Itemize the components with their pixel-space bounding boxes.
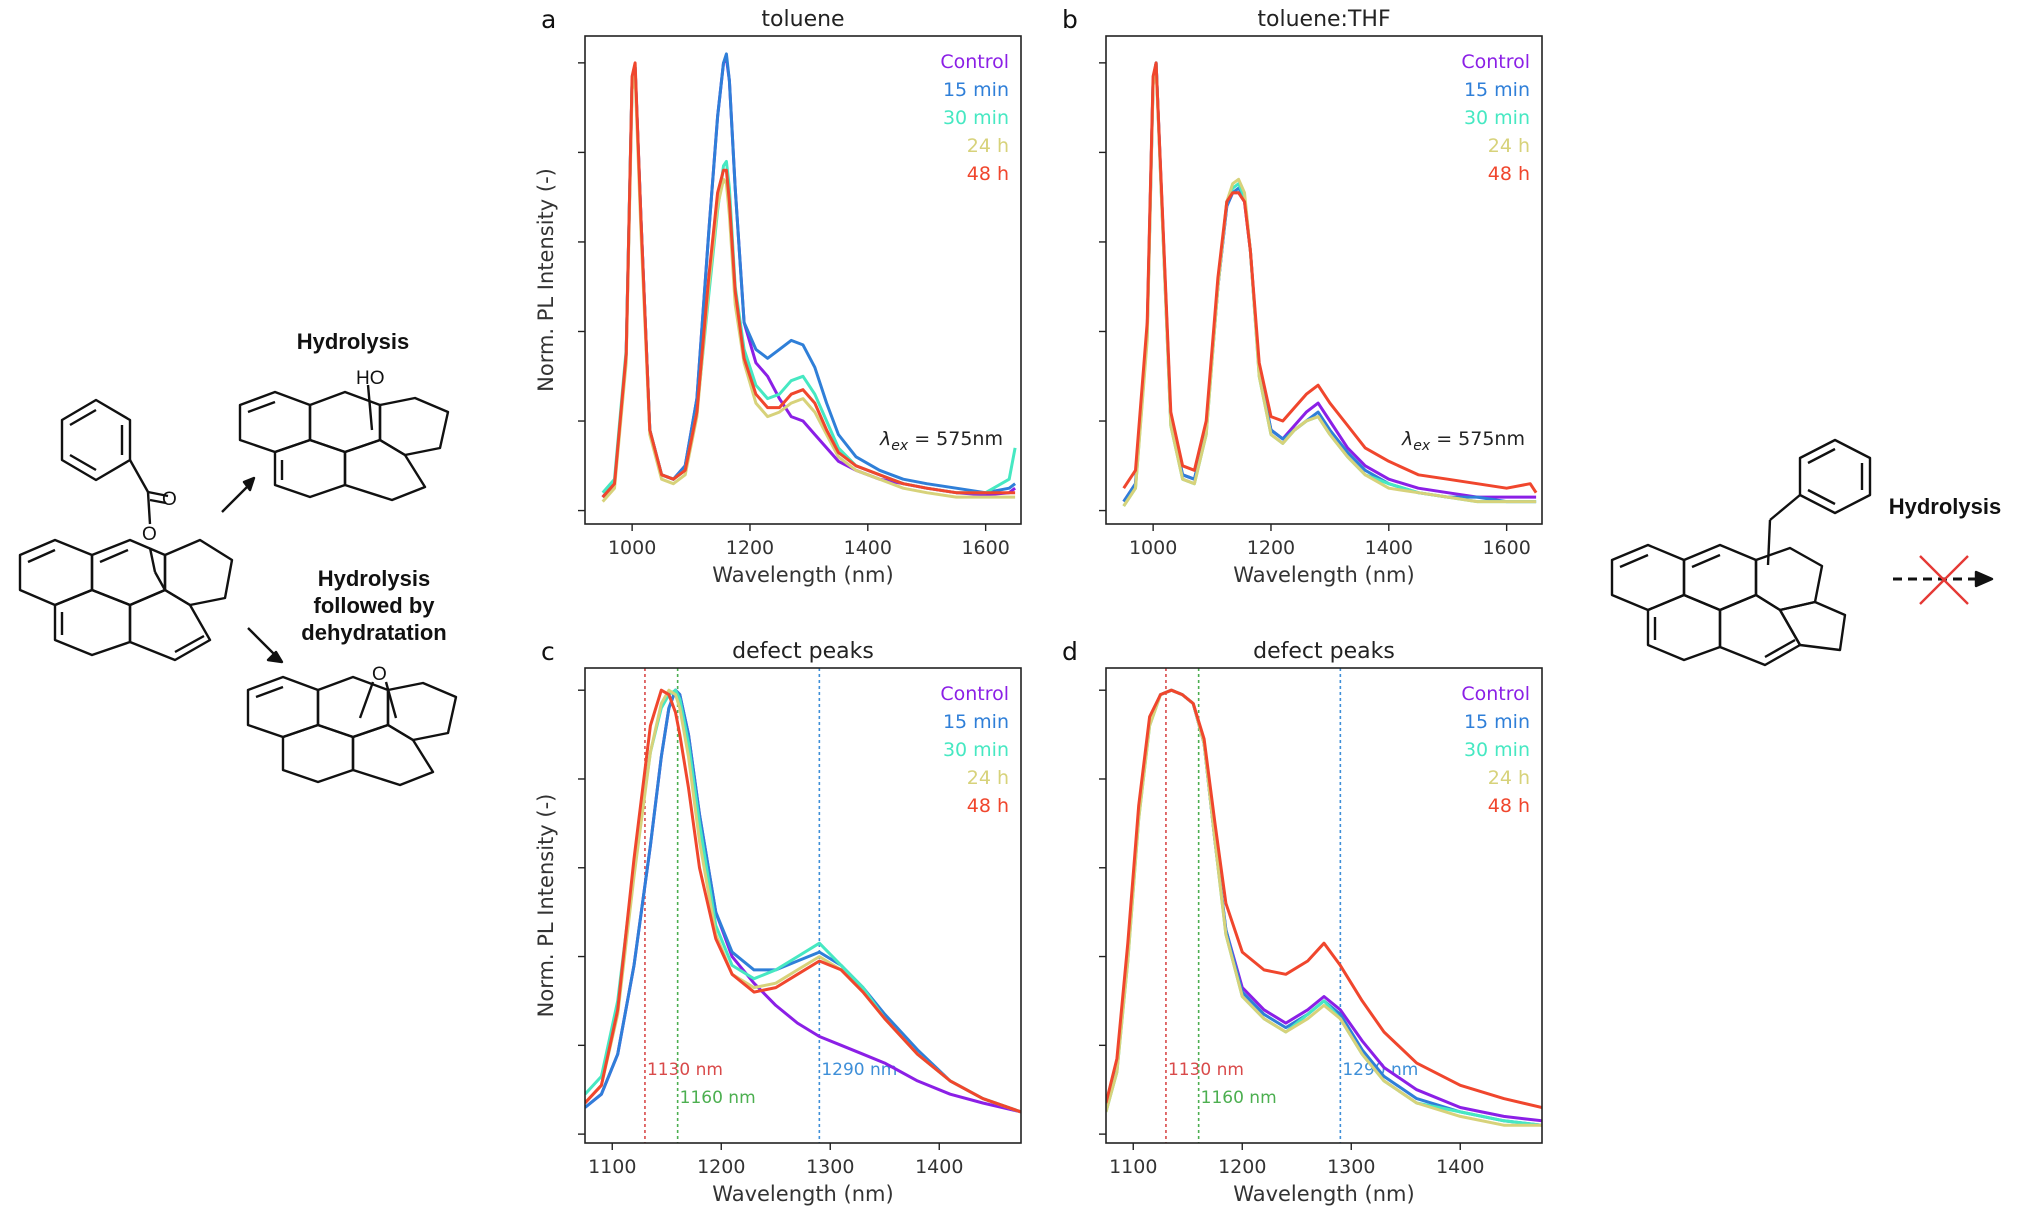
plot-frame [1105,667,1543,1144]
series-group [585,688,1021,1114]
series-line-48-h [601,61,1016,499]
x-tick-label: 1200 [726,537,774,559]
x-tick-label: 1600 [961,537,1009,559]
series-line-15-min [585,688,1021,1114]
legend-entry-15-min: 15 min [943,711,1009,733]
x-tick-label: 1400 [915,1156,963,1178]
legend-entry-control: Control [1461,51,1530,73]
x-tick-label: 1400 [1365,537,1413,559]
plot-frame [584,667,1022,1144]
panel-letter-a: a [541,5,556,34]
chart-panel-c: c defect peaks 1130 nm 1160 nm 1290 nm 1100 12… [534,637,1022,1206]
legend-entry-30-min: 30 min [1464,739,1530,761]
legend-entry-24-h: 24 h [1488,135,1530,157]
legend-entry-24-h: 24 h [967,767,1009,789]
x-tick-label: 1200 [697,1156,745,1178]
plot-frame [1105,35,1543,525]
chart-panel-b: b toluene:THF 1000 1200 1400 1600 Wavelength (… [1062,5,1543,587]
legend-entry-48-h: 48 h [967,795,1009,817]
arrow-down-head [266,650,284,664]
carbonyl-oxygen-atom: O [162,489,177,510]
excitation-wavelength-annotation: λex = 575nm [879,428,1003,454]
chart-panel-a: a toluene 1000 1200 1400 1600 Wavelength (nm) N… [534,5,1022,587]
arrow-down-shaft [247,627,277,657]
series-line-48-h [1122,61,1538,494]
x-tick-label: 1600 [1482,537,1530,559]
series-line-48-h [1106,688,1542,1109]
benzoate-functionalized-nanotube-structure [18,398,234,662]
reference-line-label-1130: 1130 nm [1168,1060,1244,1080]
legend-entry-control: Control [940,51,1009,73]
reference-line-label-1160: 1160 nm [680,1088,756,1108]
x-tick-label: 1200 [1247,537,1295,559]
x-tick-label: 1400 [1436,1156,1484,1178]
series-group [601,52,1017,503]
plot-frame [584,35,1022,525]
arrow-up-head [242,476,256,492]
y-axis-title: Norm. PL Intensity (-) [534,168,558,392]
chart-title: defect peaks [732,639,874,664]
epoxide-product-structure [246,675,458,787]
legend-entry-30-min: 30 min [943,107,1009,129]
hydroxyl-group-label: HO [356,368,385,389]
legend-entry-15-min: 15 min [943,79,1009,101]
arrow-up-shaft [221,483,251,513]
hydrolysis-label: Hydrolysis [297,329,410,354]
legend-entry-15-min: 15 min [1464,711,1530,733]
hydrolysis-dehydratation-label-line-1: Hydrolysis [318,566,431,591]
reference-line-label-1290: 1290 nm [821,1060,897,1080]
x-axis-title: Wavelength (nm) [712,1182,893,1206]
x-tick-label: 1200 [1218,1156,1266,1178]
x-axis-title: Wavelength (nm) [1233,563,1414,587]
legend-entry-48-h: 48 h [967,163,1009,185]
reference-line-label-1130: 1130 nm [647,1060,723,1080]
panel-letter-d: d [1062,637,1078,666]
panel-letter-b: b [1062,5,1078,34]
legend-entry-24-h: 24 h [1488,767,1530,789]
legend-entry-48-h: 48 h [1488,163,1530,185]
x-tick-label: 1100 [1109,1156,1157,1178]
series-group [1106,688,1542,1127]
legend-entry-15-min: 15 min [1464,79,1530,101]
benzyl-functionalized-nanotube-structure [1610,438,1872,667]
chart-title: toluene [761,7,844,32]
hydroxyl-product-structure [238,384,450,502]
x-tick-label: 1100 [588,1156,636,1178]
hydrolysis-dehydratation-label-line-3: dehydratation [301,620,446,645]
panel-letter-c: c [541,637,555,666]
x-tick-label: 1300 [806,1156,854,1178]
x-tick-label: 1300 [1327,1156,1375,1178]
series-line-48-h [585,688,1021,1114]
cross-mark-line-2 [1919,555,1969,605]
hydrolysis-blocked-label: Hydrolysis [1889,494,2002,519]
ester-oxygen-atom: O [142,524,157,545]
reference-line-label-1160: 1160 nm [1201,1088,1277,1108]
blocked-arrow-head [1974,570,1994,588]
x-tick-label: 1000 [608,537,656,559]
hydrolysis-dehydratation-label-line-2: followed by [314,593,436,618]
series-group [1122,61,1538,507]
reaction-scheme-left: O O HO O [18,368,458,787]
legend-entry-30-min: 30 min [943,739,1009,761]
x-tick-label: 1000 [1129,537,1177,559]
excitation-wavelength-annotation: λex = 575nm [1401,428,1525,454]
legend-entry-24-h: 24 h [967,135,1009,157]
legend-entry-control: Control [1461,683,1530,705]
x-axis-title: Wavelength (nm) [1233,1182,1414,1206]
chart-title: defect peaks [1253,639,1395,664]
x-tick-label: 1400 [844,537,892,559]
legend-entry-control: Control [940,683,1009,705]
chart-title: toluene:THF [1257,7,1390,32]
legend-entry-30-min: 30 min [1464,107,1530,129]
epoxide-oxygen-atom: O [372,664,387,685]
legend-entry-48-h: 48 h [1488,795,1530,817]
x-axis-title: Wavelength (nm) [712,563,893,587]
y-axis-title: Norm. PL Intensity (-) [534,794,558,1018]
reaction-scheme-right [1610,438,1994,667]
